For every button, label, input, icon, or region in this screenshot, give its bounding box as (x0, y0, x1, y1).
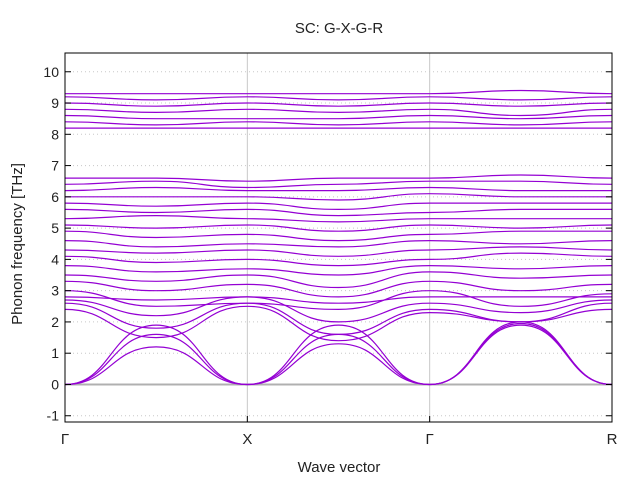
x-tick-label: Γ (426, 431, 434, 448)
phonon-band-line (64, 102, 613, 107)
x-tick-label: X (242, 431, 252, 448)
phonon-band-line (64, 114, 613, 120)
y-tick-label: 9 (51, 95, 59, 111)
phonon-band-line (64, 121, 613, 126)
phonon-band-line (64, 224, 613, 232)
phonon-band-line (64, 252, 613, 267)
phonon-band-line (64, 264, 613, 276)
y-tick-label: 2 (51, 314, 59, 330)
phonon-band-line (64, 96, 613, 101)
y-tick-label: 6 (51, 189, 59, 205)
phonon-band-line (64, 180, 613, 189)
y-tick-label: 0 (51, 376, 59, 392)
phonon-band-line (64, 290, 613, 311)
y-tick-label: 10 (43, 64, 59, 80)
phonon-band-line (64, 230, 612, 242)
y-tick-label: 5 (51, 220, 59, 236)
y-tick-label: 3 (51, 283, 59, 299)
y-tick-label: 8 (51, 126, 59, 142)
phonon-band-line (64, 271, 613, 289)
x-tick-label: Γ (61, 431, 69, 448)
y-tick-label: 1 (51, 345, 59, 361)
y-tick-label: -1 (47, 408, 60, 424)
phonon-band-line (64, 246, 613, 257)
phonon-band-line (64, 296, 613, 323)
y-tick-label: 4 (51, 251, 59, 267)
chart-title: SC: G-X-G-R (295, 20, 383, 37)
phonon-band-line (64, 208, 612, 217)
y-axis-label: Phonon frequency [THz] (9, 163, 26, 325)
series-layer (64, 89, 613, 386)
phonon-band-line (64, 296, 612, 304)
phonon-band-line (64, 202, 612, 211)
x-axis-label: Wave vector (298, 459, 381, 476)
y-tick-label: 7 (51, 158, 59, 174)
grid-layer (65, 53, 612, 422)
tick-layer: -1 0 1 2 3 4 5 6 7 8 9 10 Γ X Γ R (43, 64, 617, 448)
phonon-band-line (65, 174, 613, 182)
phonon-band-line (64, 193, 612, 201)
phonon-band-line (64, 280, 613, 298)
phonon-band-line (64, 186, 612, 192)
phonon-band-line (64, 239, 613, 248)
phonon-band-line (64, 108, 613, 117)
phonon-band-line (65, 89, 613, 95)
phonon-band-line (64, 302, 613, 336)
x-tick-label: R (607, 431, 618, 448)
phonon-band-line (64, 324, 613, 386)
plot-frame (64, 52, 613, 423)
phonon-band-line (64, 214, 612, 223)
